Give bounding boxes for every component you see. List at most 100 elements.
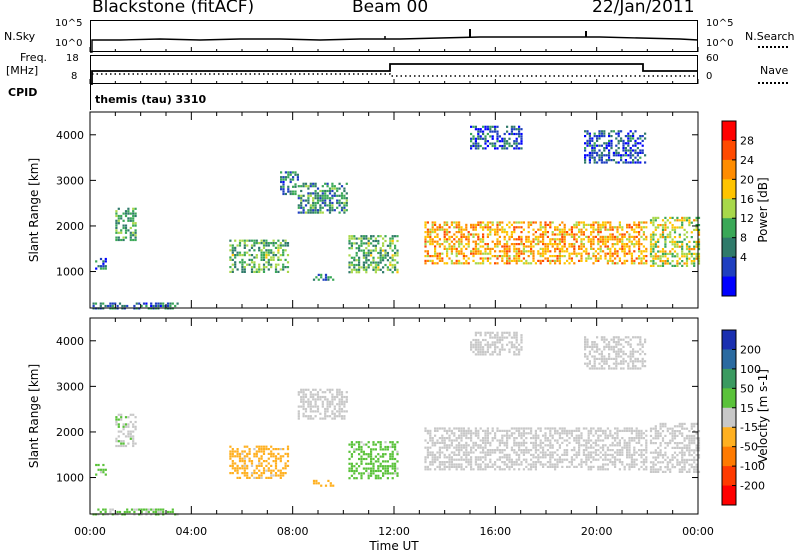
heatmap-cell bbox=[322, 278, 325, 281]
heatmap-cell bbox=[129, 231, 132, 234]
heatmap-cell bbox=[462, 262, 465, 265]
heatmap-cell bbox=[338, 403, 341, 406]
heatmap-cell bbox=[470, 468, 473, 471]
heatmap-cell bbox=[508, 341, 511, 344]
heatmap-cell bbox=[438, 437, 441, 440]
heatmap-cell bbox=[307, 388, 310, 391]
heatmap-cell bbox=[157, 304, 160, 308]
heatmap-cell bbox=[231, 244, 234, 247]
heatmap-cell bbox=[573, 250, 576, 253]
heatmap-cell bbox=[578, 453, 581, 456]
heatmap-cell bbox=[316, 393, 320, 396]
heatmap-cell bbox=[614, 463, 617, 466]
heatmap-cell bbox=[479, 128, 482, 131]
heatmap-cell bbox=[441, 437, 444, 440]
heatmap-cell bbox=[632, 362, 635, 365]
heatmap-cell bbox=[681, 454, 684, 457]
heatmap-cell bbox=[627, 343, 630, 346]
heatmap-cell bbox=[604, 458, 607, 461]
heatmap-cell bbox=[593, 365, 596, 368]
heatmap-cell bbox=[506, 465, 509, 468]
heatmap-cell bbox=[270, 464, 273, 467]
heatmap-cell bbox=[690, 458, 693, 461]
heatmap-cell bbox=[309, 192, 312, 195]
heatmap-cell bbox=[272, 239, 275, 242]
heatmap-cell bbox=[282, 455, 285, 458]
heatmap-cell bbox=[556, 243, 559, 246]
heatmap-cell bbox=[681, 224, 684, 227]
heatmap-cell bbox=[599, 429, 602, 432]
heatmap-cell bbox=[520, 250, 523, 253]
heatmap-cell bbox=[309, 407, 312, 411]
heatmap-cell bbox=[443, 262, 446, 265]
heatmap-cell bbox=[608, 151, 611, 154]
heatmap-cell bbox=[649, 439, 653, 442]
heatmap-cell bbox=[606, 437, 609, 440]
heatmap-cell bbox=[578, 427, 581, 430]
heatmap-cell bbox=[129, 219, 132, 222]
heatmap-cell bbox=[590, 432, 593, 435]
heatmap-cell bbox=[629, 149, 632, 152]
heatmap-cell bbox=[394, 251, 397, 255]
heatmap-cell bbox=[260, 474, 263, 477]
heatmap-cell bbox=[532, 259, 535, 262]
heatmap-cell bbox=[302, 400, 305, 403]
heatmap-cell bbox=[443, 245, 446, 248]
heatmap-cell bbox=[384, 254, 387, 257]
heatmap-cell bbox=[236, 476, 239, 479]
heatmap-cell bbox=[434, 221, 437, 224]
heatmap-cell bbox=[503, 247, 506, 250]
heatmap-cell bbox=[396, 450, 399, 453]
heatmap-cell bbox=[396, 472, 399, 475]
heatmap-cell bbox=[470, 140, 473, 143]
heatmap-cell bbox=[644, 360, 647, 363]
heatmap-cell bbox=[434, 240, 437, 243]
heatmap-cell bbox=[470, 437, 473, 440]
heatmap-cell bbox=[470, 125, 473, 128]
heatmap-cell bbox=[302, 415, 305, 418]
heatmap-cell bbox=[542, 465, 545, 468]
heatmap-cell bbox=[634, 357, 637, 360]
heatmap-cell bbox=[690, 262, 693, 265]
heatmap-cell bbox=[575, 451, 578, 454]
heatmap-cell bbox=[614, 257, 617, 260]
heatmap-cell bbox=[669, 468, 672, 471]
heatmap-cell bbox=[570, 228, 573, 231]
heatmap-cell bbox=[621, 451, 624, 454]
heatmap-cell bbox=[551, 437, 554, 440]
heatmap-cell bbox=[265, 464, 268, 467]
heatmap-cell bbox=[120, 430, 123, 433]
heatmap-cell bbox=[496, 341, 499, 344]
heatmap-cell bbox=[578, 235, 581, 238]
heatmap-cell bbox=[627, 137, 630, 140]
heatmap-cell bbox=[236, 467, 239, 470]
heatmap-cell bbox=[338, 199, 341, 202]
heatmap-cell bbox=[343, 189, 346, 193]
heatmap-cell bbox=[606, 259, 609, 262]
heatmap-cell bbox=[639, 360, 642, 363]
heatmap-cell bbox=[384, 445, 387, 449]
heatmap-cell bbox=[697, 233, 701, 236]
heatmap-cell bbox=[486, 348, 489, 351]
heatmap-cell bbox=[231, 450, 234, 453]
heatmap-cell bbox=[377, 261, 380, 264]
heatmap-cell bbox=[302, 182, 305, 185]
heatmap-cell bbox=[262, 239, 266, 242]
heatmap-cell bbox=[470, 429, 473, 432]
heatmap-cell bbox=[477, 353, 480, 356]
heatmap-cell bbox=[358, 247, 361, 250]
heatmap-cell bbox=[638, 245, 641, 248]
heatmap-cell bbox=[458, 240, 461, 243]
heatmap-cell bbox=[515, 226, 518, 229]
heatmap-cell bbox=[331, 201, 334, 205]
heatmap-cell bbox=[664, 228, 667, 231]
heatmap-cell bbox=[394, 467, 397, 470]
heatmap-cell bbox=[274, 268, 278, 271]
y-tick-label: 4000 bbox=[56, 129, 84, 142]
heatmap-cell bbox=[122, 423, 125, 426]
heatmap-cell bbox=[570, 259, 573, 262]
heatmap-cell bbox=[104, 473, 107, 476]
heatmap-cell bbox=[328, 403, 332, 406]
heatmap-cell bbox=[527, 226, 530, 229]
heatmap-cell bbox=[124, 236, 128, 239]
